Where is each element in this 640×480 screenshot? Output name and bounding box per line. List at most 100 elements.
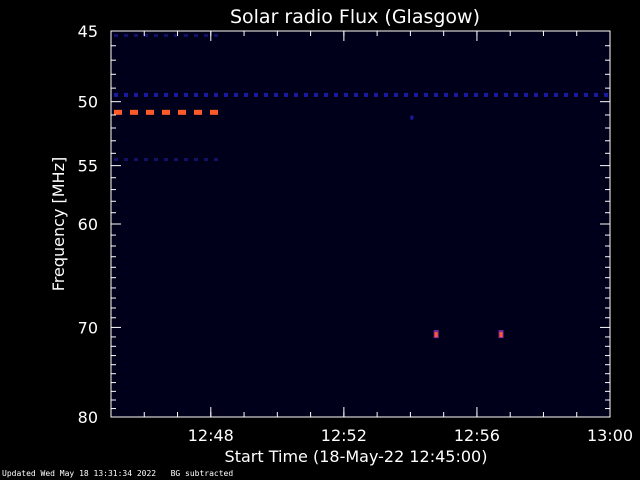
band-50.8MHz-segment <box>210 109 218 115</box>
band-49.5MHz-segment <box>114 92 118 97</box>
band-49.5MHz-segment <box>424 92 428 97</box>
band-49.5MHz-segment <box>524 92 528 97</box>
band-49.5MHz-segment <box>494 92 498 97</box>
band-45.3MHz-segment <box>144 33 148 37</box>
bg-note: BG subtracted <box>170 469 234 478</box>
spectral-features <box>114 33 608 339</box>
band-49.5MHz-segment <box>374 92 378 97</box>
updated-timestamp: Updated Wed May 18 13:31:34 2022 <box>2 469 157 478</box>
band-45.3MHz-segment <box>184 33 188 37</box>
band-49.5MHz-segment <box>364 92 368 97</box>
band-49.5MHz-segment <box>124 92 128 97</box>
band-49.5MHz-segment <box>244 92 248 97</box>
band-49.5MHz-segment <box>184 92 188 97</box>
band-54.5MHz-segment <box>214 157 218 161</box>
y-axis-ticks: 45 50 55 60 70 80 <box>78 22 610 427</box>
band-45.3MHz-segment <box>114 33 118 37</box>
band-49.5MHz-segment <box>214 92 218 97</box>
band-49.5MHz-segment <box>454 92 458 97</box>
band-54.5MHz-segment <box>114 157 118 161</box>
y-tick-label-50: 50 <box>78 93 98 112</box>
band-45.3MHz-segment <box>154 33 158 37</box>
spot-51.2MHz <box>410 115 414 120</box>
band-49.5MHz-segment <box>384 92 388 97</box>
y-tick-label-60: 60 <box>78 215 98 234</box>
band-49.5MHz <box>114 92 608 97</box>
band-49.5MHz-segment <box>434 92 438 97</box>
band-54.5MHz-segment <box>144 157 148 161</box>
band-49.5MHz-segment <box>574 92 578 97</box>
band-54.5MHz-segment <box>124 157 128 161</box>
band-49.5MHz-segment <box>234 92 238 97</box>
burst-70.7MHz-b-core <box>499 332 503 338</box>
band-54.5MHz-segment <box>174 157 178 161</box>
band-49.5MHz-segment <box>224 92 228 97</box>
band-50.8MHz-segment <box>130 109 138 115</box>
band-49.5MHz-segment <box>594 92 598 97</box>
band-49.5MHz-segment <box>174 92 178 97</box>
band-54.5MHz-segment <box>204 157 208 161</box>
band-49.5MHz-segment <box>154 92 158 97</box>
band-49.5MHz-segment <box>354 92 358 97</box>
band-49.5MHz-segment <box>544 92 548 97</box>
band-49.5MHz-segment <box>314 92 318 97</box>
band-50.8MHz-segment <box>178 109 186 115</box>
band-45.3MHz-segment <box>214 33 218 37</box>
band-50.8MHz <box>114 109 218 115</box>
band-49.5MHz-segment <box>304 92 308 97</box>
band-49.5MHz-segment <box>134 92 138 97</box>
band-49.5MHz-segment <box>394 92 398 97</box>
plot-background <box>111 31 610 417</box>
band-49.5MHz-segment <box>294 92 298 97</box>
x-axis-label: Start Time (18-May-22 12:45:00) <box>225 447 488 466</box>
band-49.5MHz-segment <box>464 92 468 97</box>
band-49.5MHz-segment <box>444 92 448 97</box>
footer: Updated Wed May 18 13:31:34 2022 BG subt… <box>2 469 233 478</box>
band-49.5MHz-segment <box>254 92 258 97</box>
band-49.5MHz-segment <box>274 92 278 97</box>
band-45.3MHz-segment <box>164 33 168 37</box>
x-tick-label-12:52: 12:52 <box>321 426 367 445</box>
band-50.8MHz-segment <box>194 109 202 115</box>
band-49.5MHz-segment <box>584 92 588 97</box>
burst-70.7MHz-a-core <box>434 332 438 338</box>
band-54.5MHz-segment <box>154 157 158 161</box>
band-50.8MHz-segment <box>114 109 122 115</box>
band-45.3MHz-segment <box>174 33 178 37</box>
y-axis-label: Frequency [MHz] <box>49 157 68 291</box>
band-49.5MHz-segment <box>194 92 198 97</box>
band-49.5MHz-segment <box>164 92 168 97</box>
band-49.5MHz-segment <box>504 92 508 97</box>
y-tick-label-55: 55 <box>78 157 98 176</box>
band-54.5MHz-segment <box>194 157 198 161</box>
band-50.8MHz-segment <box>162 109 170 115</box>
band-45.3MHz-segment <box>194 33 198 37</box>
band-54.5MHz-segment <box>134 157 138 161</box>
band-54.5MHz-segment <box>164 157 168 161</box>
x-tick-label-12:56: 12:56 <box>454 426 500 445</box>
band-50.8MHz-segment <box>146 109 154 115</box>
band-49.5MHz-segment <box>204 92 208 97</box>
band-49.5MHz-segment <box>534 92 538 97</box>
band-49.5MHz-segment <box>474 92 478 97</box>
band-45.3MHz-segment <box>204 33 208 37</box>
x-tick-label-13:00: 13:00 <box>587 426 633 445</box>
band-49.5MHz-segment <box>324 92 328 97</box>
band-49.5MHz-segment <box>564 92 568 97</box>
band-54.5MHz-segment <box>184 157 188 161</box>
band-49.5MHz-segment <box>284 92 288 97</box>
band-49.5MHz-segment <box>604 92 608 97</box>
chart-title: Solar radio Flux (Glasgow) <box>230 6 480 28</box>
band-54.5MHz <box>114 157 218 161</box>
band-49.5MHz-segment <box>344 92 348 97</box>
y-tick-label-80: 80 <box>78 408 98 427</box>
y-tick-label-45: 45 <box>78 22 98 41</box>
band-49.5MHz-segment <box>514 92 518 97</box>
band-49.5MHz-segment <box>334 92 338 97</box>
band-45.3MHz-segment <box>124 33 128 37</box>
band-49.5MHz-segment <box>484 92 488 97</box>
x-tick-label-12:48: 12:48 <box>188 426 234 445</box>
band-49.5MHz-segment <box>264 92 268 97</box>
band-49.5MHz-segment <box>404 92 408 97</box>
band-49.5MHz-segment <box>414 92 418 97</box>
